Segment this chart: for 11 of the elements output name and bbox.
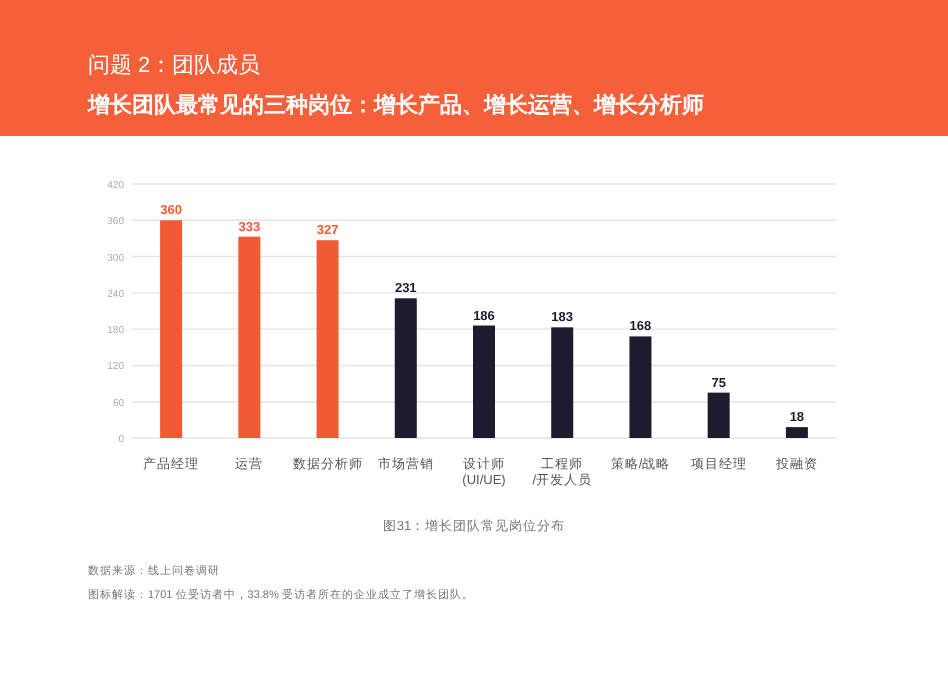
bar (238, 236, 261, 438)
bar (473, 325, 495, 438)
chart-title: 问题 2：团队成员 (88, 52, 261, 78)
bar (160, 220, 183, 438)
bar (785, 427, 808, 438)
bar (394, 298, 417, 438)
bar (316, 240, 339, 438)
chart-subtitle: 增长团队最常见的三种岗位：增长产品、增长运营、增长分析师 (86, 92, 704, 118)
bar (707, 392, 730, 438)
bar (551, 327, 574, 438)
bar (629, 336, 652, 438)
